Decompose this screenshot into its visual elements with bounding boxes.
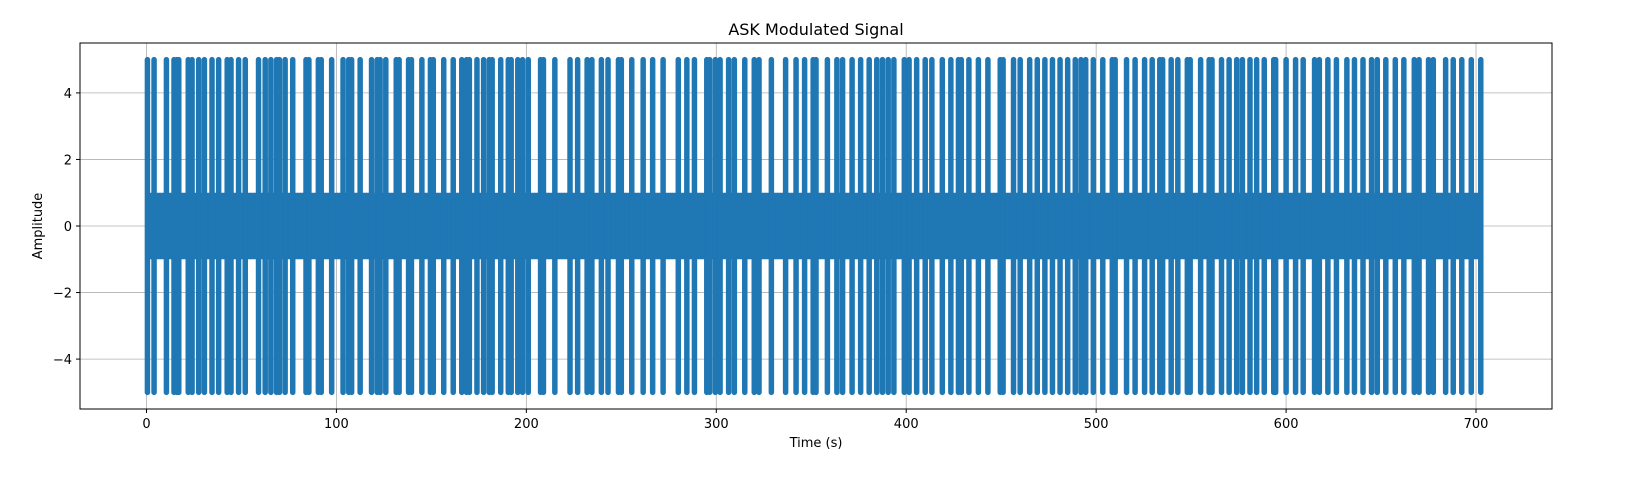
x-axis-label: Time (s)	[789, 436, 843, 451]
signal-series	[144, 56, 1484, 396]
y-tick-label: −2	[53, 287, 72, 302]
y-tick-label: 0	[64, 220, 72, 235]
y-axis: −4 −2 0 2 4	[53, 87, 80, 368]
x-tick-label: 100	[324, 417, 349, 432]
x-tick-label: 200	[514, 417, 539, 432]
y-tick-label: −4	[53, 353, 72, 368]
x-tick-label: 600	[1274, 417, 1299, 432]
chart-title: ASK Modulated Signal	[728, 20, 903, 39]
x-tick-label: 500	[1084, 417, 1109, 432]
x-axis: 0 100 200 300 400 500 600 700	[142, 409, 1488, 432]
x-tick-label: 0	[142, 417, 150, 432]
x-tick-label: 400	[894, 417, 919, 432]
x-tick-label: 700	[1464, 417, 1489, 432]
y-axis-label: Amplitude	[31, 193, 46, 260]
y-tick-label: 2	[64, 153, 72, 168]
x-tick-label: 300	[704, 417, 729, 432]
y-tick-label: 4	[64, 87, 72, 102]
